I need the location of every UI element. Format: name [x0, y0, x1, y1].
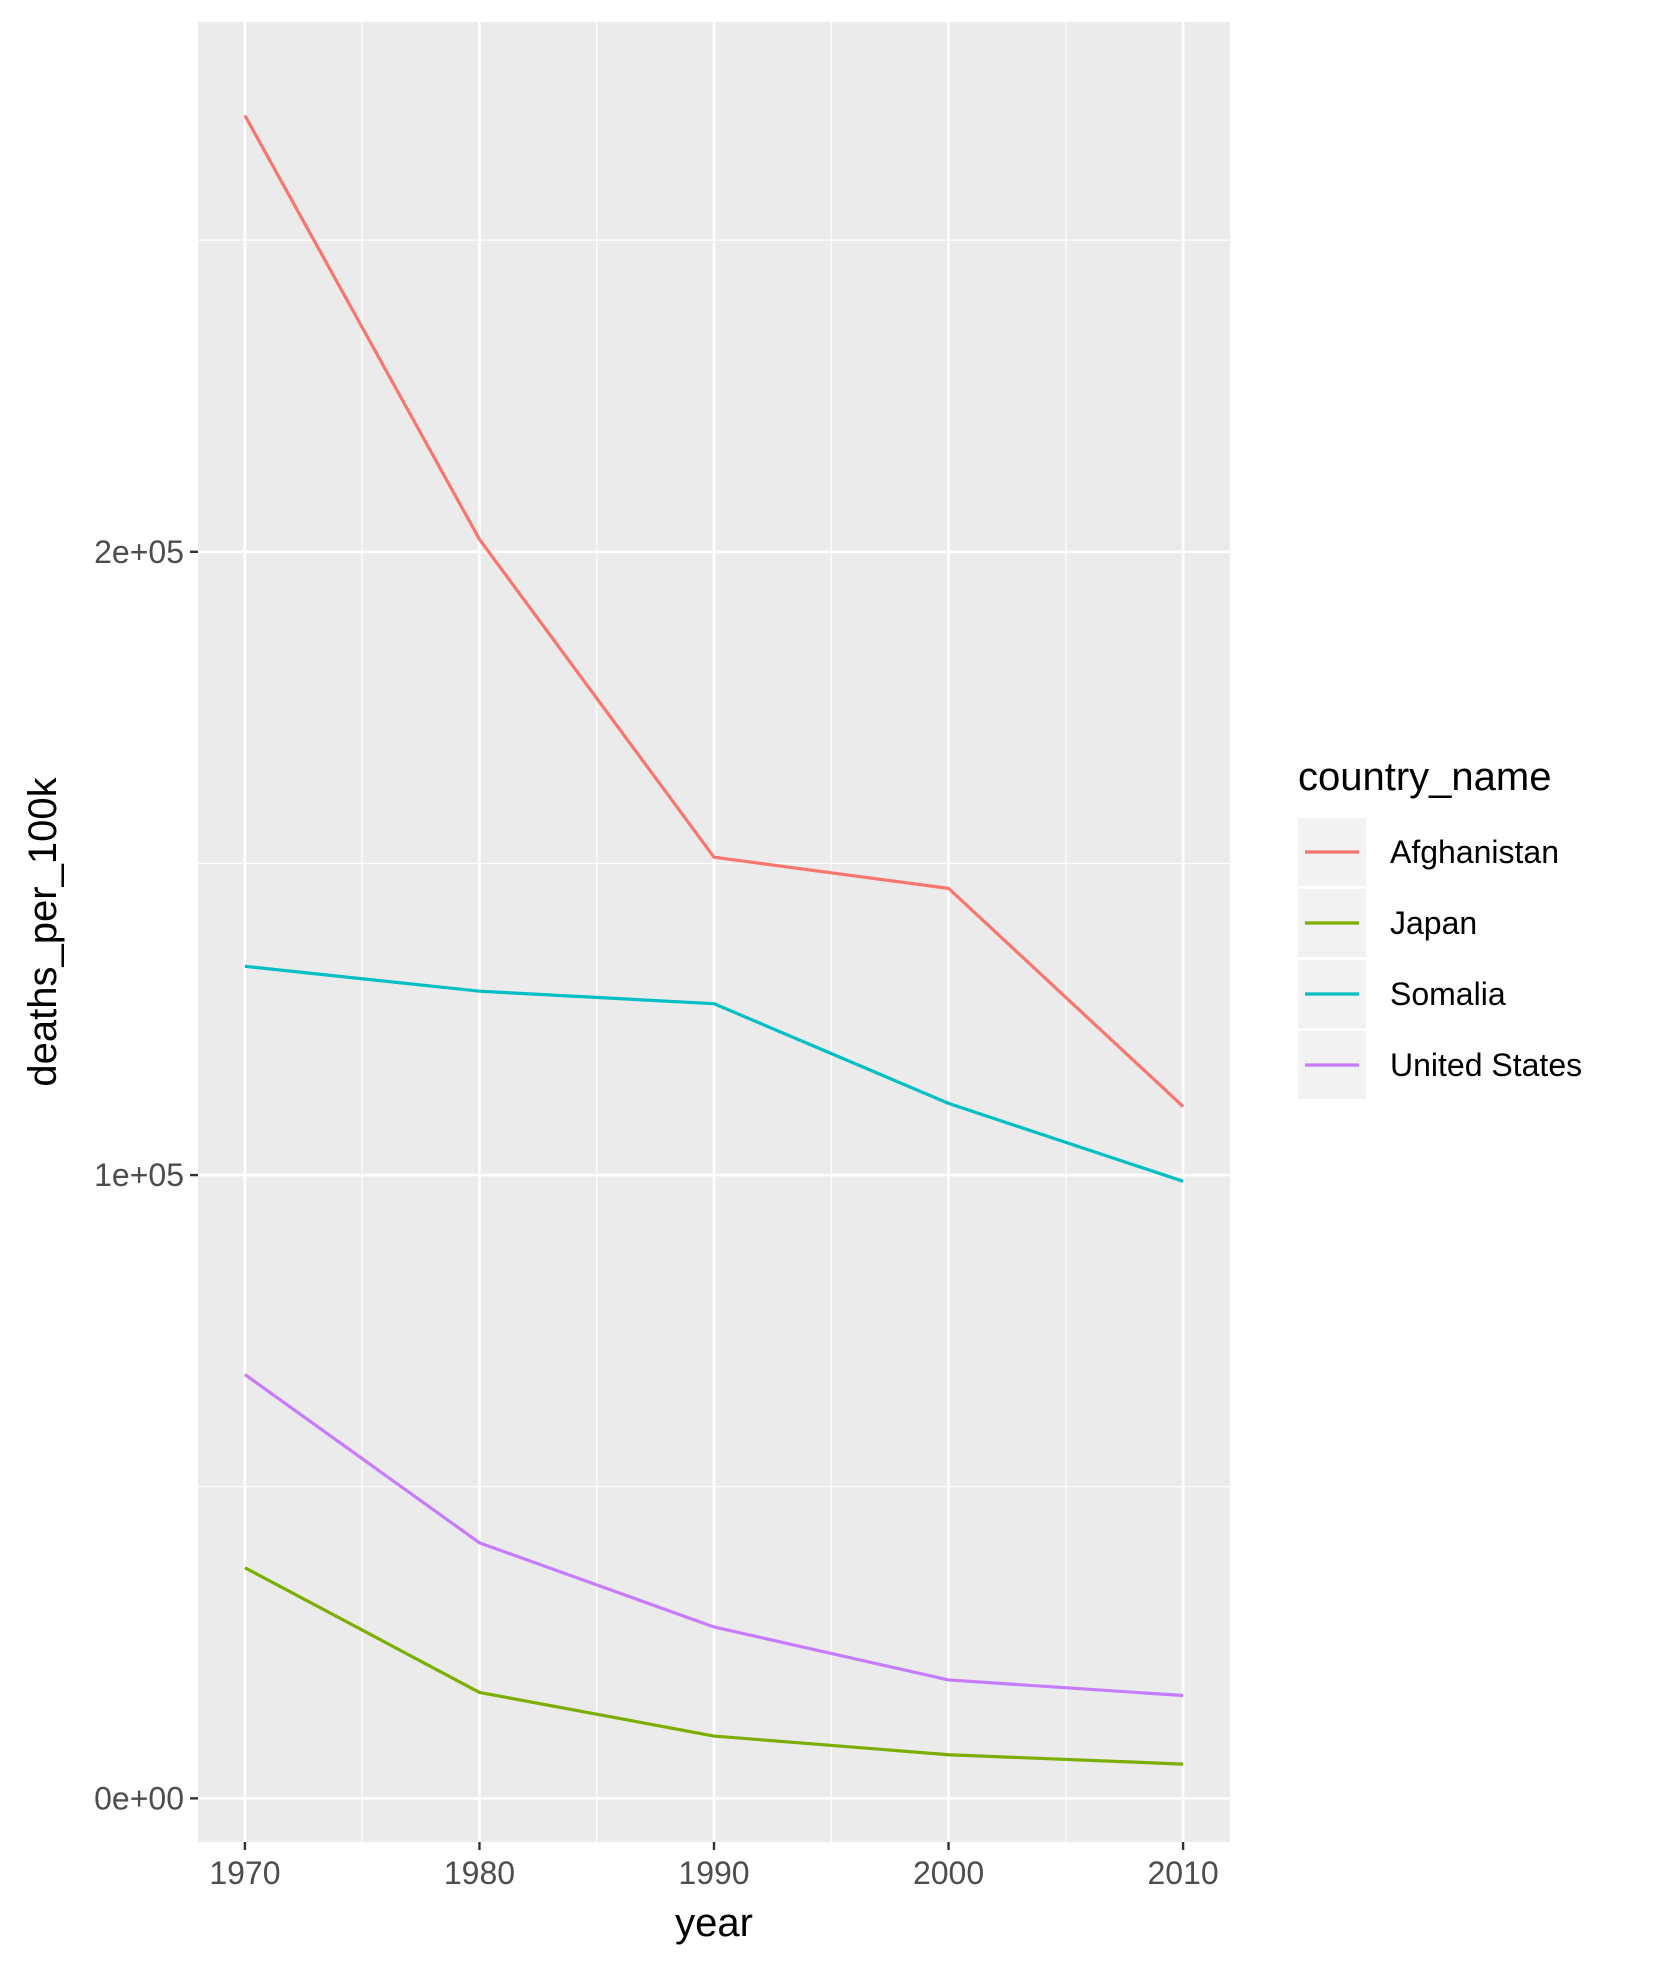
series-line	[243, 1373, 1184, 1698]
y-tick-label: 0e+00	[94, 1780, 184, 1816]
series-line	[243, 114, 1185, 1108]
y-axis-title: deaths_per_100k	[21, 776, 65, 1086]
y-axis: 0e+00 1e+05 2e+05	[94, 534, 198, 1816]
series-line	[244, 964, 1184, 1183]
legend-label: Japan	[1390, 905, 1477, 941]
x-tick-label: 2000	[913, 1855, 984, 1891]
x-tick-label: 1980	[444, 1855, 515, 1891]
series-lines	[243, 114, 1185, 1766]
legend-label: United States	[1390, 1047, 1582, 1083]
y-tick-label: 2e+05	[94, 534, 184, 570]
x-axis: 1970 1980 1990 2000 2010	[209, 1842, 1219, 1891]
x-axis-title: year	[675, 1901, 753, 1945]
x-tick-label: 1970	[209, 1855, 280, 1891]
legend-title: country_name	[1298, 755, 1551, 799]
series-line	[244, 1566, 1184, 1766]
x-tick-label: 2010	[1147, 1855, 1218, 1891]
legend-label: Somalia	[1390, 976, 1506, 1012]
legend: country_name Afghanistan Japan Somalia Unit…	[1298, 755, 1582, 1099]
y-tick-label: 1e+05	[94, 1157, 184, 1193]
grid-major	[198, 22, 1230, 1842]
x-tick-label: 1990	[678, 1855, 749, 1891]
legend-label: Afghanistan	[1390, 834, 1559, 870]
